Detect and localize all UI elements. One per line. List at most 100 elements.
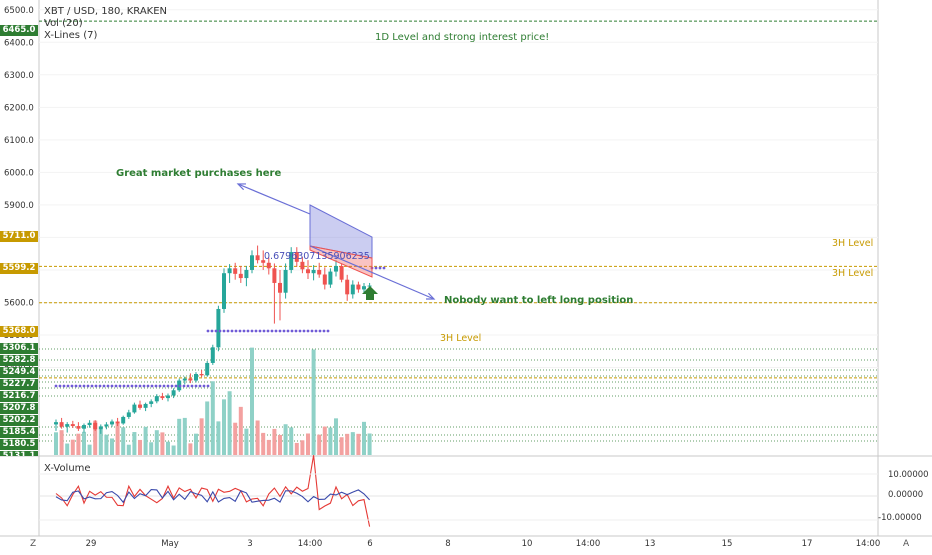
volume-bar (322, 426, 327, 455)
volume-bar (244, 428, 249, 455)
volume-bar (227, 391, 232, 455)
price-tag-stack: 5131.1 (0, 451, 38, 456)
candle-body (59, 422, 64, 427)
x-tick-label: 13 (645, 539, 656, 549)
x-line-marker (202, 384, 206, 388)
volume-bar (367, 433, 372, 455)
candle-body (149, 401, 154, 404)
level-label-5711: 3H Level (832, 238, 874, 249)
x-line-marker (302, 329, 306, 333)
up-arrow-icon (362, 286, 378, 300)
osc-line-red (55, 455, 371, 527)
volume-bar (300, 440, 305, 455)
xvolume-title[interactable]: X-Volume (44, 463, 91, 474)
candle-body (65, 424, 70, 427)
candle-body (328, 271, 333, 285)
vol-indicator-label[interactable]: Vol (20) (44, 18, 83, 29)
candle-body (54, 422, 58, 425)
x-line-marker (190, 384, 194, 388)
volume-bar (76, 433, 81, 455)
price-tag-stack: 5216.7 (0, 391, 38, 402)
x-line-marker (182, 384, 186, 388)
candle-body (160, 396, 165, 399)
candle-body (132, 404, 137, 413)
x-line-marker (266, 329, 270, 333)
x-line-marker (110, 384, 114, 388)
x-line-marker (254, 329, 258, 333)
x-line-marker (286, 329, 290, 333)
x-line-marker (78, 384, 82, 388)
candle-body (311, 269, 316, 274)
volume-bar (59, 430, 64, 455)
x-line-marker (234, 329, 238, 333)
price-tag-stack: 5249.4 (0, 367, 38, 378)
x-line-marker (82, 384, 86, 388)
candle-body (138, 404, 142, 408)
x-tick-label: May (161, 539, 179, 549)
x-line-marker (154, 384, 158, 388)
annotation-nobody: Nobody want to left long position (444, 295, 634, 306)
volume-bar (306, 433, 310, 455)
x-line-marker (150, 384, 154, 388)
candle-body (70, 424, 75, 427)
x-line-marker (222, 329, 226, 333)
volume-bars (54, 347, 372, 455)
candle-body (356, 284, 361, 290)
x-line-marker (114, 384, 118, 388)
x-line-marker (294, 329, 298, 333)
volume-bar (328, 427, 333, 455)
candle-body (367, 285, 372, 287)
x-tick-label: 29 (86, 539, 97, 549)
x-line-marker (270, 329, 274, 333)
y-tick-label: 6400.0 (4, 38, 34, 48)
volume-bar (334, 418, 338, 455)
x-line-marker (198, 384, 202, 388)
x-line-marker (194, 384, 198, 388)
price-tag-stack: 5180.5 (0, 439, 38, 450)
x-line-marker (130, 384, 134, 388)
volume-bar (65, 443, 70, 455)
x-line-marker (374, 266, 378, 270)
candle-body (104, 424, 109, 427)
x-line-marker (162, 384, 166, 388)
volume-bar (345, 433, 350, 455)
volume-bar (177, 418, 182, 455)
x-line-marker (94, 384, 98, 388)
candle-body (154, 396, 159, 402)
candle-body (283, 269, 288, 293)
x-line-marker (170, 384, 174, 388)
price-tag-5711: 5711.0 (0, 231, 38, 242)
price-tag-stack: 5306.1 (0, 343, 38, 354)
y-tick-label: 6000.0 (4, 168, 34, 178)
volume-bar (154, 430, 159, 455)
volume-bar (149, 442, 154, 455)
x-line-marker (226, 329, 230, 333)
price-tag-stack: 5282.8 (0, 355, 38, 366)
xlines-indicator-label[interactable]: X-Lines (7) (44, 30, 98, 41)
candle-body (166, 395, 170, 399)
arrow-nobody-head (425, 292, 436, 300)
volume-bar (339, 437, 344, 455)
x-line-marker (166, 384, 170, 388)
volume-bar (93, 420, 98, 455)
candle-body (362, 286, 366, 290)
x-line-marker (174, 384, 178, 388)
price-tag-5599: 5599.2 (0, 263, 38, 274)
price-tag-stack: 5185.4 (0, 427, 38, 438)
candle-body (87, 422, 92, 426)
volume-bar (138, 439, 142, 455)
x-line-marker (122, 384, 126, 388)
price-tag-stack: 5227.7 (0, 379, 38, 390)
volume-bar (70, 439, 75, 455)
volume-bar (356, 433, 361, 455)
volume-bar (87, 444, 92, 455)
x-line-marker (246, 329, 250, 333)
candle-body (334, 266, 338, 272)
y-tick-label: 6100.0 (4, 136, 34, 146)
x-line-marker (146, 384, 150, 388)
x-line-marker (62, 384, 66, 388)
level-label-5368: 3H Level (440, 333, 482, 344)
x-line-marker (298, 329, 302, 333)
candle-body (261, 260, 266, 263)
